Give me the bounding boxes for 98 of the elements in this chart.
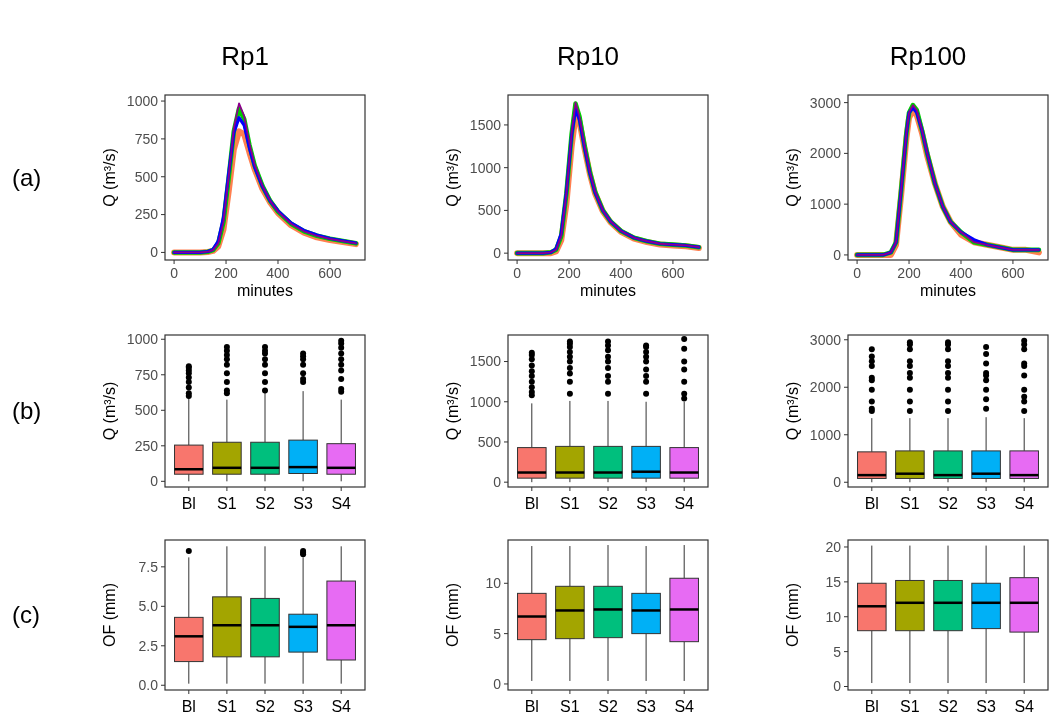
y-tick-label: 10 [825, 608, 842, 625]
x-tick-label: S2 [938, 495, 958, 512]
y-axis-title: Q (m³/s) [784, 381, 801, 441]
x-tick-label: Bl [864, 698, 879, 715]
x-tick-label: Bl [524, 698, 539, 715]
x-axis-title: minutes [919, 282, 977, 299]
x-tick-label: S1 [217, 495, 237, 512]
chart-title: Rp100 [889, 41, 967, 71]
y-tick-label: 1500 [469, 116, 502, 133]
y-tick-label: 500 [477, 202, 502, 219]
x-tick-label: S2 [255, 495, 275, 512]
y-tick-label: 0 [833, 678, 842, 695]
y-tick-label: 0 [493, 474, 502, 491]
y-tick-label: 2000 [809, 145, 842, 162]
x-tick-label: S3 [636, 495, 656, 512]
y-tick-label: 10 [485, 575, 502, 592]
x-tick-label: 400 [609, 265, 633, 281]
y-tick-label: 250 [134, 206, 159, 223]
y-tick-label: 5.0 [138, 598, 159, 615]
y-tick-label: 1000 [469, 393, 502, 410]
chart-title: Rp1 [221, 41, 269, 71]
y-tick-label: 0 [833, 474, 842, 491]
y-axis-title: OF (mm) [444, 583, 461, 647]
y-axis-title: Q (m³/s) [784, 148, 801, 207]
x-tick-label: S1 [217, 698, 237, 715]
x-axis-title: minutes [579, 282, 637, 299]
x-tick-label: S2 [598, 698, 618, 715]
y-tick-label: 500 [134, 402, 159, 419]
y-tick-label: 500 [134, 168, 159, 185]
text: (a) [12, 163, 42, 191]
y-tick-label: 15 [825, 573, 842, 590]
chart-title: Rp10 [556, 41, 620, 71]
x-tick-label: S4 [331, 698, 352, 715]
x-tick-label: S1 [900, 495, 920, 512]
y-axis-title: OF (mm) [784, 583, 801, 647]
x-tick-label: 600 [318, 265, 342, 281]
x-tick-label: S2 [938, 698, 958, 715]
y-tick-label: 20 [825, 538, 842, 555]
x-tick-label: S4 [1014, 495, 1035, 512]
x-tick-label: 0 [513, 265, 522, 281]
y-tick-label: 1000 [809, 426, 842, 443]
y-tick-label: 0 [493, 245, 502, 262]
y-tick-label: 0.0 [138, 677, 159, 694]
y-tick-label: 2000 [809, 379, 842, 396]
x-tick-label: S3 [293, 495, 313, 512]
y-tick-label: 250 [134, 437, 159, 454]
y-tick-label: 0 [493, 675, 502, 692]
y-axis-title: Q (m³/s) [444, 148, 461, 207]
y-axis-title: Q (m³/s) [444, 381, 461, 441]
x-tick-label: Bl [181, 698, 196, 715]
y-tick-label: 750 [134, 366, 159, 383]
x-tick-label: S4 [1014, 698, 1035, 715]
x-tick-label: Bl [524, 495, 539, 512]
y-tick-label: 3000 [809, 331, 842, 348]
y-tick-label: 5 [493, 625, 502, 642]
x-tick-label: 600 [1001, 265, 1025, 281]
y-tick-label: 1500 [469, 353, 502, 370]
x-tick-label: S3 [293, 698, 313, 715]
x-tick-label: S3 [976, 495, 996, 512]
y-tick-label: 3000 [809, 94, 842, 111]
y-tick-label: 0 [150, 473, 159, 490]
y-axis-title: Q (m³/s) [101, 148, 118, 207]
x-tick-label: S4 [674, 698, 695, 715]
y-tick-label: 0 [150, 244, 159, 261]
x-axis-title: minutes [236, 282, 294, 299]
y-tick-label: 1000 [126, 92, 159, 109]
x-tick-label: 0 [170, 265, 179, 281]
x-tick-label: S1 [560, 495, 580, 512]
text: (b) [12, 397, 42, 425]
y-tick-label: 0 [833, 246, 842, 263]
x-tick-label: S1 [560, 698, 580, 715]
x-tick-label: Bl [864, 495, 879, 512]
x-tick-label: Bl [181, 495, 196, 512]
x-tick-label: 200 [557, 265, 581, 281]
x-tick-label: 600 [661, 265, 685, 281]
x-tick-label: 0 [853, 265, 862, 281]
x-tick-label: S2 [598, 495, 618, 512]
y-axis-title: Q (m³/s) [101, 381, 118, 441]
x-tick-label: 200 [214, 265, 238, 281]
x-tick-label: 200 [897, 265, 921, 281]
x-tick-label: S3 [636, 698, 656, 715]
y-tick-label: 2.5 [138, 637, 159, 654]
y-axis-title: OF (mm) [101, 583, 118, 647]
x-tick-label: S4 [331, 495, 352, 512]
x-tick-label: S1 [900, 698, 920, 715]
y-tick-label: 750 [134, 130, 159, 147]
y-tick-label: 500 [477, 433, 502, 450]
y-tick-label: 1000 [809, 196, 842, 213]
y-tick-label: 1000 [469, 159, 502, 176]
x-tick-label: 400 [266, 265, 290, 281]
x-tick-label: 400 [949, 265, 973, 281]
x-tick-label: S2 [255, 698, 275, 715]
text: (c) [12, 601, 40, 629]
y-tick-label: 1000 [126, 331, 159, 348]
y-tick-label: 5 [833, 643, 842, 660]
y-tick-label: 7.5 [138, 558, 159, 575]
x-tick-label: S3 [976, 698, 996, 715]
x-tick-label: S4 [674, 495, 695, 512]
